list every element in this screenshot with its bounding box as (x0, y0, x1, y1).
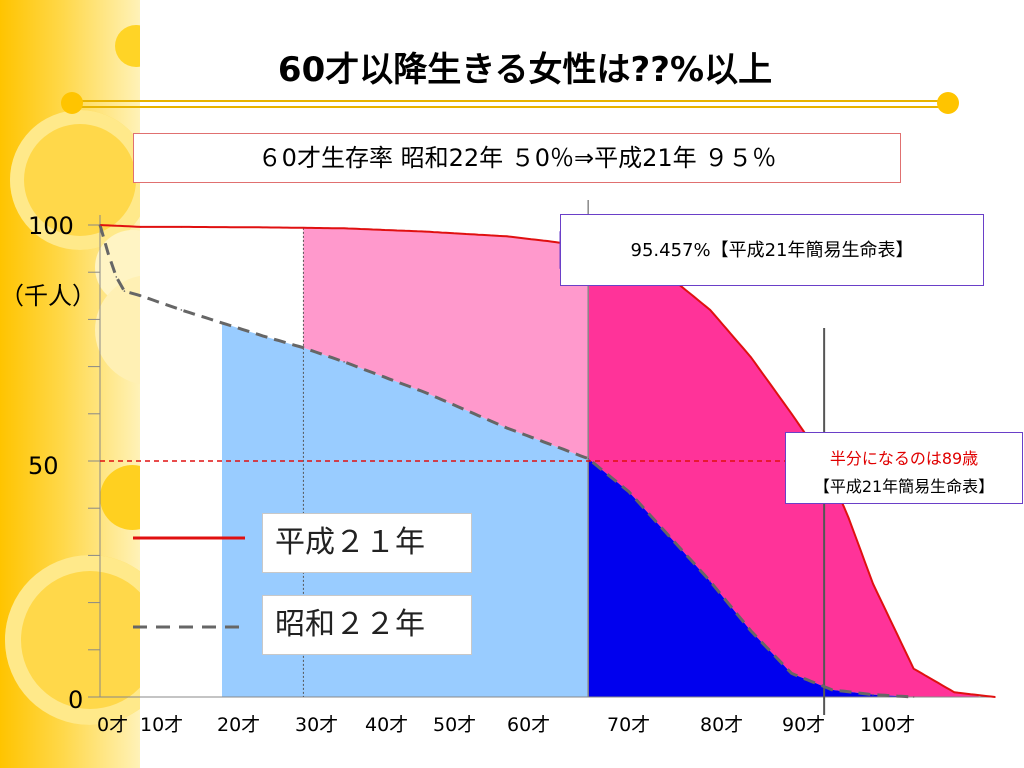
showa-data-point (424, 391, 427, 394)
showa-data-point (99, 224, 101, 226)
heisei-data-point (424, 230, 427, 233)
showa-data-point (261, 335, 264, 337)
x-tick-70: 70才 (607, 714, 651, 736)
showa-data-point (668, 535, 671, 538)
rule-dot-right (937, 92, 959, 114)
heisei-data-point (506, 235, 508, 238)
title-rule (72, 106, 952, 108)
showa-data-point (180, 309, 183, 311)
showa-data-point (831, 689, 834, 691)
showa-data-point (139, 295, 142, 297)
area-showa-senior (588, 458, 914, 697)
heisei-data-point (912, 667, 915, 670)
x-tick-30: 30才 (295, 714, 339, 736)
x-tick-20: 20才 (217, 714, 261, 736)
decorative-sidebar (0, 0, 140, 768)
x-tick-90: 90才 (782, 714, 826, 736)
heisei-data-point (750, 356, 752, 358)
showa-data-point (709, 580, 712, 583)
heisei-data-point (180, 226, 183, 228)
x-tick-80: 80才 (700, 714, 744, 736)
y-axis-label: （千人） (0, 282, 96, 310)
area-gain-senior (588, 246, 979, 697)
showa-data-point (115, 276, 118, 278)
callout-half-line-2: 【平成21年簡易生命表】 (813, 477, 995, 496)
showa-data-point (302, 346, 305, 349)
y-tick-0: 0 (68, 686, 84, 714)
heisei-data-point (343, 227, 345, 230)
heisei-data-point (872, 582, 874, 585)
heisei-data-point (790, 413, 793, 415)
heisei-data-point (847, 516, 850, 519)
heisei-data-point (994, 696, 996, 698)
showa-data-point (506, 427, 508, 429)
page-title: 60才以降生きる女性は??%以上 (277, 50, 773, 90)
x-tick-0: 0才 (97, 714, 129, 736)
showa-data-point (912, 696, 915, 698)
x-tick-50: 50才 (433, 714, 477, 736)
area-gain-working-age (303, 227, 589, 459)
showa-data-point (343, 361, 345, 363)
y-tick-50: 50 (28, 452, 59, 480)
showa-data-point (123, 290, 126, 292)
showa-data-point (750, 630, 752, 632)
heisei-data-point (139, 226, 142, 228)
heisei-data-point (953, 691, 956, 694)
x-tick-100: 100才 (860, 714, 916, 736)
heisei-data-point (546, 240, 549, 242)
x-tick-60: 60才 (507, 714, 551, 736)
x-tick-10: 10才 (140, 714, 184, 736)
showa-data-point (107, 252, 109, 255)
title-rule (72, 100, 952, 102)
heisei-data-point (261, 226, 264, 229)
subtitle-box: ６0才生存率 昭和22年 ５0％⇒平成21年 ９５％ (133, 133, 901, 183)
callout-half-age: 半分になるのは89歳 【平成21年簡易生命表】 (785, 432, 1023, 504)
showa-data-point (790, 672, 793, 675)
showa-data-point (587, 457, 589, 460)
callout-survival-60: 95.457%【平成21年簡易生命表】 (560, 214, 984, 286)
y-tick-100: 100 (28, 212, 74, 240)
rule-dot-left (61, 92, 83, 114)
x-tick-40: 40才 (365, 714, 409, 736)
heisei-data-point (709, 309, 712, 311)
legend-heisei: 平成２１年 (262, 513, 472, 573)
callout-half-line-1: 半分になるのは89歳 (829, 449, 979, 468)
showa-data-point (628, 490, 630, 493)
legend-showa: 昭和２２年 (262, 595, 472, 655)
showa-data-point (872, 693, 874, 696)
